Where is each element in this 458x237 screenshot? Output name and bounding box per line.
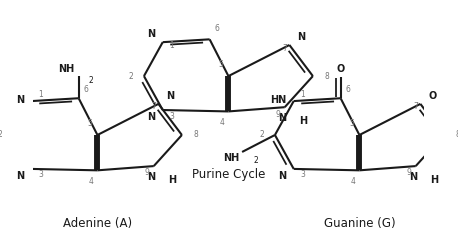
- Text: 2: 2: [129, 72, 134, 81]
- Text: N: N: [147, 172, 155, 182]
- Text: 1: 1: [38, 90, 43, 99]
- Text: NH: NH: [58, 64, 74, 74]
- Text: 2: 2: [89, 76, 94, 85]
- Text: 4: 4: [220, 118, 224, 128]
- Text: 6: 6: [84, 85, 89, 94]
- Text: 4: 4: [89, 177, 93, 186]
- Text: 3: 3: [38, 170, 43, 179]
- Text: N: N: [16, 171, 24, 181]
- Text: N: N: [278, 114, 286, 123]
- Text: N: N: [278, 171, 286, 181]
- Text: 9: 9: [407, 169, 412, 178]
- Text: N: N: [147, 29, 155, 39]
- Text: 3: 3: [169, 112, 174, 121]
- Text: H: H: [168, 175, 176, 185]
- Text: O: O: [337, 64, 345, 74]
- Text: N: N: [297, 32, 305, 42]
- Text: 2: 2: [260, 131, 265, 140]
- Text: Purine Cycle: Purine Cycle: [192, 168, 265, 181]
- Text: 8: 8: [193, 131, 198, 140]
- Text: Guanine (G): Guanine (G): [324, 218, 395, 230]
- Text: N: N: [409, 172, 417, 182]
- Text: 4: 4: [351, 177, 355, 186]
- Text: 5: 5: [87, 119, 92, 128]
- Text: 7: 7: [282, 44, 287, 53]
- Text: O: O: [428, 91, 436, 101]
- Text: 5: 5: [218, 60, 223, 69]
- Text: 3: 3: [300, 170, 305, 179]
- Text: HN: HN: [270, 95, 286, 105]
- Text: 8: 8: [455, 131, 458, 140]
- Text: N: N: [16, 95, 24, 105]
- Text: 1: 1: [169, 41, 174, 50]
- Text: 8: 8: [324, 72, 329, 81]
- Text: N: N: [147, 112, 155, 122]
- Text: 9: 9: [276, 109, 281, 118]
- Text: 6: 6: [215, 24, 220, 33]
- Text: 5: 5: [349, 119, 354, 128]
- Text: 7: 7: [413, 102, 418, 111]
- Text: 1: 1: [300, 90, 305, 99]
- Text: H: H: [430, 175, 438, 185]
- Text: 6: 6: [346, 85, 351, 94]
- Text: NH: NH: [224, 153, 240, 163]
- Text: 9: 9: [145, 169, 150, 178]
- Text: Adenine (A): Adenine (A): [63, 218, 132, 230]
- Text: N: N: [166, 91, 174, 101]
- Text: H: H: [299, 116, 307, 126]
- Text: 7: 7: [151, 102, 156, 111]
- Text: 2: 2: [254, 156, 259, 165]
- Text: 2: 2: [0, 131, 3, 140]
